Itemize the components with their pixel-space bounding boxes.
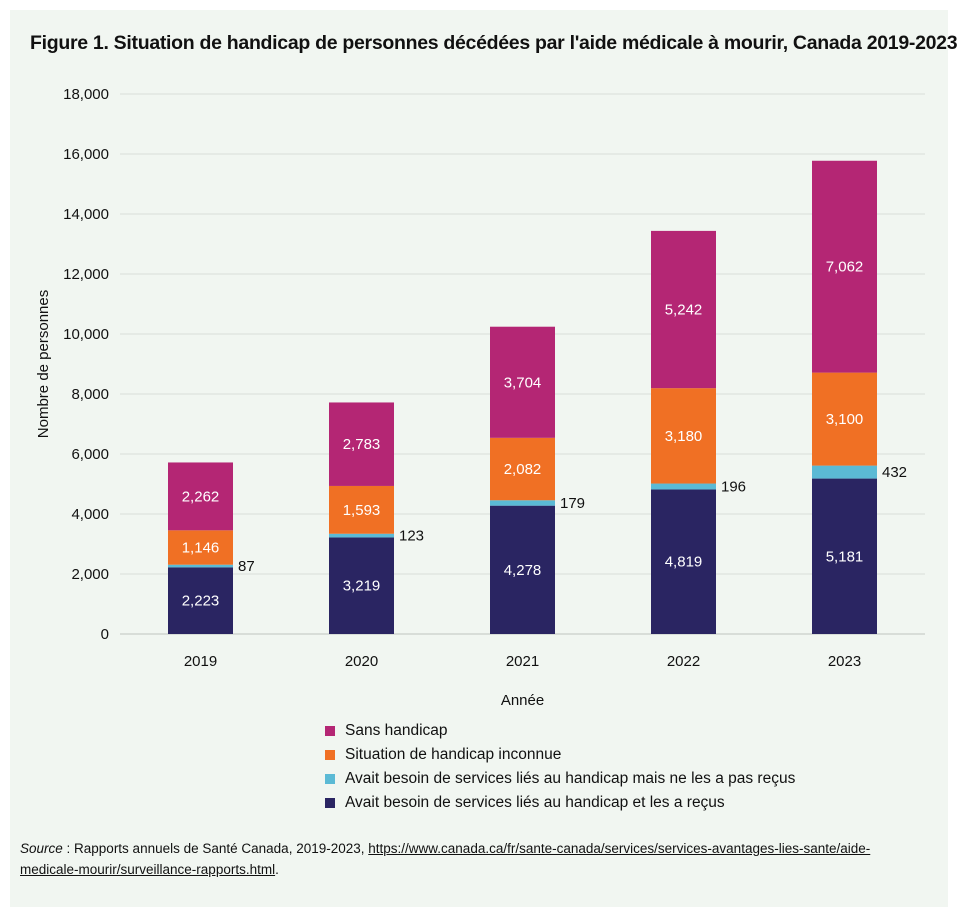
x-tick-label: 2021 — [506, 653, 539, 670]
data-label: 1,593 — [343, 502, 381, 519]
figure-panel: Figure 1. Situation de handicap de perso… — [10, 10, 958, 907]
chart-title: Figure 1. Situation de handicap de perso… — [30, 32, 958, 54]
bar-segment — [168, 462, 233, 531]
y-tick-label: 4,000 — [71, 506, 109, 523]
data-label: 2,783 — [343, 436, 381, 453]
legend-item: Avait besoin de services liés au handica… — [325, 767, 795, 791]
y-tick-label: 18,000 — [63, 86, 109, 103]
legend-item: Avait besoin de services liés au handica… — [325, 791, 795, 815]
data-label: 7,062 — [826, 259, 864, 276]
x-tick-label: 2022 — [667, 653, 700, 670]
data-label: 4,819 — [665, 554, 703, 571]
legend-swatch — [325, 774, 335, 784]
x-tick-label: 2023 — [828, 653, 861, 670]
y-tick-label: 16,000 — [63, 146, 109, 163]
y-tick-label: 12,000 — [63, 266, 109, 283]
bar-segment — [168, 567, 233, 634]
bar-segment — [329, 485, 394, 534]
data-label: 179 — [560, 495, 585, 512]
legend-label: Avait besoin de services liés au handica… — [345, 770, 796, 787]
data-label: 2,223 — [182, 593, 220, 610]
legend-item: Situation de handicap inconnue — [325, 743, 795, 767]
source-text: : Rapports annuels de Santé Canada, 2019… — [62, 841, 369, 856]
data-label: 5,242 — [665, 302, 703, 319]
data-label: 3,180 — [665, 428, 703, 445]
bar-segment — [651, 388, 716, 484]
bar-segment — [490, 437, 555, 501]
data-label: 123 — [399, 528, 424, 545]
legend-swatch — [325, 750, 335, 760]
y-axis-title: Nombre de personnes — [35, 290, 52, 438]
y-tick-label: 10,000 — [63, 326, 109, 343]
y-tick-label: 0 — [101, 626, 109, 643]
data-label: 2,082 — [504, 461, 542, 478]
legend: Sans handicap Situation de handicap incon… — [325, 719, 795, 815]
x-tick-label: 2020 — [345, 653, 378, 670]
data-label: 3,219 — [343, 578, 381, 595]
legend-label: Sans handicap — [345, 722, 448, 739]
bar-segment — [651, 230, 716, 389]
data-label: 4,278 — [504, 562, 542, 579]
bar-segment — [490, 500, 555, 506]
y-tick-label: 2,000 — [71, 566, 109, 583]
data-label: 196 — [721, 478, 746, 495]
bar-segment — [329, 402, 394, 486]
data-label: 3,100 — [826, 411, 864, 428]
bar-segment — [490, 326, 555, 438]
legend-label: Avait besoin de services liés au handica… — [345, 794, 725, 811]
source-end: . — [275, 862, 279, 877]
source-link[interactable]: https://www.canada.ca/fr/sante-canada/se… — [20, 841, 871, 877]
legend-item: Sans handicap — [325, 719, 795, 743]
legend-label: Situation de handicap inconnue — [345, 746, 562, 763]
bar-segment — [168, 530, 233, 565]
data-label: 1,146 — [182, 540, 220, 557]
bar-segment — [490, 505, 555, 634]
bar-segment — [812, 478, 877, 634]
bar-segment — [812, 160, 877, 373]
data-label: 87 — [238, 558, 255, 575]
y-tick-label: 6,000 — [71, 446, 109, 463]
legend-swatch — [325, 798, 335, 808]
bar-segment — [329, 537, 394, 634]
bar-segment — [812, 372, 877, 466]
data-label: 432 — [882, 464, 907, 481]
data-label: 2,262 — [182, 488, 220, 505]
legend-swatch — [325, 726, 335, 736]
y-tick-label: 14,000 — [63, 206, 109, 223]
x-axis-title: Année — [501, 692, 544, 709]
data-label: 3,704 — [504, 374, 542, 391]
source-note: Source : Rapports annuels de Santé Canad… — [20, 838, 920, 880]
bar-segment — [651, 483, 716, 490]
source-label: Source — [20, 841, 63, 856]
x-tick-label: 2019 — [184, 653, 217, 670]
y-tick-label: 8,000 — [71, 386, 109, 403]
bar-segment — [329, 533, 394, 538]
bar-segment — [812, 465, 877, 479]
data-label: 5,181 — [826, 548, 864, 565]
bar-segment — [168, 564, 233, 568]
bar-segment — [651, 489, 716, 634]
